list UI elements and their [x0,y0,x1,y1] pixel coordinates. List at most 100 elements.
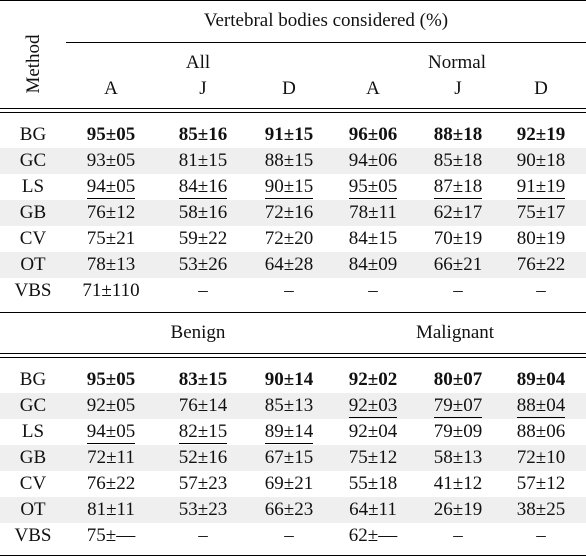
value-text: 26±19 [433,499,483,520]
value-text: 70±19 [433,228,483,249]
value-cell: 75±— [66,525,156,547]
value-cell: 85±16 [158,124,248,146]
value-text: 80±19 [516,228,566,249]
value-text: 53±23 [178,499,228,520]
value-text: 93±05 [86,150,136,171]
value-cell: – [244,525,334,547]
value-cell: 71±110 [66,280,156,302]
value-cell: 95±05 [66,124,156,146]
value-cell: 91±19 [496,176,586,199]
table-row: GC 93±05 81±15 88±15 94±06 85±18 90±18 [0,148,586,174]
value-text: 72±20 [264,228,314,249]
table-row: GC 92±05 76±14 85±13 92±03 79±07 88±04 [0,393,586,419]
value-text: 95±05 [348,176,398,199]
value-cell: – [413,280,503,302]
value-cell: 94±05 [66,176,156,199]
value-cell: 72±10 [496,447,586,469]
section-rule [0,312,586,313]
value-cell: 58±13 [413,447,503,469]
method-cell: VBS [14,525,52,546]
value-text: 64±11 [349,499,397,520]
value-cell: 87±18 [413,176,503,199]
value-cell: 72±16 [244,202,334,224]
value-cell: 76±22 [66,473,156,495]
value-text: 88±18 [433,124,483,145]
value-text: – [198,525,208,546]
table-row: LS 94±05 84±16 90±15 95±05 87±18 91±19 [0,174,586,200]
method-cell: LS [21,421,45,442]
value-text: 89±04 [516,369,566,390]
col-header-a: A [366,78,380,99]
value-text: 59±22 [178,228,228,249]
value-cell: 55±18 [328,473,418,495]
value-cell: 96±06 [328,124,418,146]
value-cell: 79±07 [413,395,503,418]
value-cell: 88±18 [413,124,503,146]
value-cell: 92±19 [496,124,586,146]
method-cell: OT [20,254,46,275]
value-text: 95±05 [86,369,136,390]
table-row: VBS 75±— – – 62±— – – [0,523,586,549]
group-benign-label: Benign [170,322,226,343]
value-text: 72±10 [516,447,566,468]
table-row: CV 75±21 59±22 72±20 84±15 70±19 80±19 [0,226,586,252]
value-text: 55±18 [348,473,398,494]
value-text: 75±— [86,525,136,546]
value-cell: 84±16 [158,176,248,199]
value-cell: 89±04 [496,369,586,391]
col-header-j: J [454,78,462,99]
value-cell: 78±13 [66,254,156,276]
value-text: 76±22 [516,254,566,275]
method-cell: GB [19,447,47,468]
value-cell: 41±12 [413,473,503,495]
value-cell: 90±14 [244,369,334,391]
value-cell: 81±15 [158,150,248,172]
value-cell: 90±18 [496,150,586,172]
value-cell: 88±06 [496,421,586,443]
value-text: 71±110 [82,280,140,301]
value-text: 38±25 [516,499,566,520]
value-text: 88±04 [516,395,566,418]
value-text: 90±14 [264,369,314,390]
group-normal-label: Normal [427,52,487,73]
value-text: 76±14 [178,395,228,416]
value-text: 92±02 [348,369,398,390]
value-text: 92±04 [348,421,398,442]
value-cell: 67±15 [244,447,334,469]
value-cell: 84±09 [328,254,418,276]
table-row: GB 72±11 52±16 67±15 75±12 58±13 72±10 [0,445,586,471]
value-cell: 70±19 [413,228,503,250]
value-text: 80±07 [433,369,483,390]
value-text: 72±16 [264,202,314,223]
value-text: 58±16 [178,202,228,223]
value-text: 69±21 [264,473,314,494]
value-cell: 89±14 [244,421,334,444]
table-row: CV 76±22 57±23 69±21 55±18 41±12 57±12 [0,471,586,497]
value-cell: 38±25 [496,499,586,521]
value-cell: 80±07 [413,369,503,391]
value-cell: 90±15 [244,176,334,199]
value-text: 87±18 [433,176,483,199]
value-text: 92±19 [516,124,566,145]
value-text: 88±06 [516,421,566,442]
value-cell: 78±11 [328,202,418,224]
value-cell: 94±06 [328,150,418,172]
value-cell: 64±11 [328,499,418,521]
bottom-rule [0,555,586,556]
value-cell: 52±16 [158,447,248,469]
value-cell: 92±02 [328,369,418,391]
value-cell: 66±21 [413,254,503,276]
value-cell: 88±15 [244,150,334,172]
value-text: 91±19 [516,176,566,199]
value-text: 72±11 [87,447,135,468]
value-text: 53±26 [178,254,228,275]
value-text: 76±22 [86,473,136,494]
value-cell: 76±22 [496,254,586,276]
table-title: Vertebral bodies considered (%) [203,10,449,31]
header-rule-lower [0,357,586,358]
value-cell: 57±12 [496,473,586,495]
method-cell: CV [19,228,47,249]
value-text: 95±05 [86,124,136,145]
value-text: 94±05 [86,176,136,199]
value-text: 81±11 [87,499,135,520]
